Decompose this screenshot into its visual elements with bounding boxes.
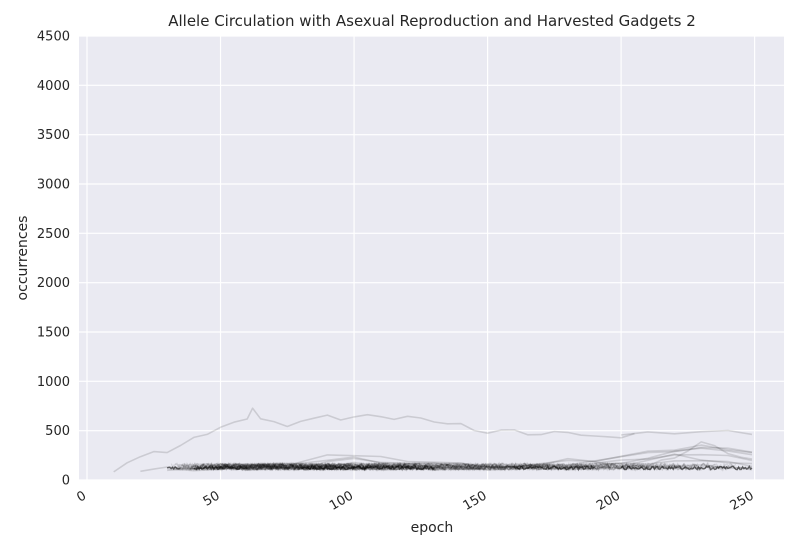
- noise-line: [255, 461, 727, 472]
- noise-line: [257, 463, 304, 472]
- dense-band-line: [620, 464, 753, 471]
- noise-line: [174, 462, 340, 472]
- series-line: [621, 429, 753, 436]
- noise-line: [253, 462, 374, 472]
- y-tick-labels: 0 500 1000 1500 2000 2500 3000 3500 4000 4500: [37, 30, 70, 489]
- noise-line: [214, 462, 237, 471]
- noise-line: [213, 461, 520, 472]
- x-tick-label: 0: [74, 488, 89, 505]
- y-axis-title: occurrences: [15, 216, 31, 301]
- plot-area: [79, 36, 784, 480]
- noise-line: [200, 461, 310, 472]
- noise-line: [186, 461, 645, 472]
- y-tick-label: 2000: [37, 276, 70, 291]
- y-tick-label: 0: [62, 474, 70, 489]
- noise-line: [189, 461, 259, 471]
- series-line: [113, 407, 635, 473]
- x-tick-label: 50: [201, 488, 223, 509]
- dense-band-line: [166, 465, 181, 471]
- noise-line: [228, 461, 422, 472]
- noise-line: [170, 461, 326, 472]
- dense-band-line: [193, 465, 248, 471]
- dense-band-line: [513, 464, 595, 472]
- noise-line: [235, 461, 642, 472]
- noise-line: [178, 461, 540, 472]
- noise-line: [238, 461, 381, 472]
- baseline-noise: [166, 461, 753, 473]
- x-axis-title: epoch: [411, 520, 454, 536]
- y-tick-label: 1000: [37, 375, 70, 390]
- series-line: [514, 453, 753, 471]
- noise-line: [201, 461, 504, 472]
- y-tick-label: 3500: [37, 128, 70, 143]
- y-tick-label: 500: [45, 424, 70, 439]
- x-tick-label: 100: [327, 488, 356, 513]
- x-tick-label: 200: [594, 488, 623, 513]
- noise-line: [263, 461, 650, 472]
- y-tick-label: 2500: [37, 227, 70, 242]
- x-tick-label: 150: [461, 488, 490, 513]
- noise-line: [226, 461, 414, 472]
- y-tick-label: 1500: [37, 326, 70, 341]
- chart-title: Allele Circulation with Asexual Reproduc…: [168, 12, 696, 30]
- noise-line: [205, 461, 737, 472]
- series-line: [594, 447, 753, 465]
- x-tick-label: 250: [728, 488, 757, 513]
- noise-line: [220, 461, 694, 472]
- y-tick-label: 4000: [37, 79, 70, 94]
- noise-line: [175, 461, 704, 473]
- series-line: [300, 453, 753, 470]
- x-tick-labels: 0 50 100 150 200 250: [74, 488, 756, 513]
- noise-line: [256, 461, 742, 472]
- noise-line: [216, 462, 446, 472]
- dense-band-line: [300, 464, 435, 472]
- series-line: [287, 444, 753, 468]
- grid: [79, 35, 784, 481]
- noise-line: [178, 462, 573, 472]
- y-tick-label: 4500: [37, 30, 70, 45]
- y-tick-label: 3000: [37, 178, 70, 193]
- series-line: [647, 441, 753, 467]
